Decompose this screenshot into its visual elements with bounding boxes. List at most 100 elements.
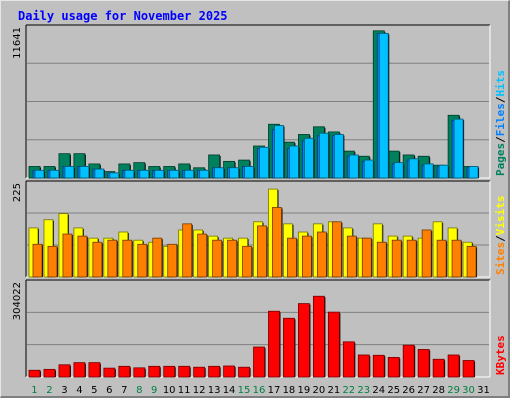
- bar-kbytes-day-22: [342, 341, 355, 378]
- bar-hits-day-3: [64, 166, 75, 179]
- x-tick-label: 23: [357, 385, 370, 396]
- x-tick-label: 29: [447, 385, 460, 396]
- bar-sites-day-1: [32, 243, 43, 278]
- bar-kbytes-day-27: [417, 349, 430, 378]
- bar-sites-day-30: [466, 245, 477, 278]
- bar-sites-day-13: [212, 239, 223, 278]
- bar-kbytes-day-3: [58, 364, 71, 378]
- bar-hits-day-23: [363, 159, 374, 179]
- bar-hits-day-13: [214, 167, 225, 179]
- x-tick-label: 19: [298, 385, 311, 396]
- bar-kbytes-day-1: [28, 369, 41, 378]
- x-tick-label: 18: [283, 385, 296, 396]
- bar-kbytes-day-4: [73, 362, 86, 378]
- bar-sites-day-21: [331, 221, 342, 278]
- x-tick-label: 10: [163, 385, 176, 396]
- series-legend: KBytes: [494, 335, 507, 375]
- legend-kbytes: KBytes: [494, 335, 507, 375]
- bar-sites-day-29: [451, 239, 462, 278]
- bar-sites-day-25: [391, 239, 402, 278]
- x-tick-label: 1: [31, 385, 37, 396]
- bar-kbytes-day-25: [387, 357, 400, 378]
- bar-hits-day-28: [438, 164, 449, 179]
- legend-sites: Sites: [494, 242, 507, 275]
- bar-sites-day-22: [346, 235, 357, 278]
- bar-kbytes-day-19: [298, 303, 310, 378]
- bar-sites-day-28: [436, 239, 447, 278]
- x-tick-label: 15: [238, 385, 251, 396]
- bar-hits-day-29: [453, 118, 464, 179]
- bar-hits-day-6: [109, 172, 120, 179]
- x-tick-label: 20: [313, 385, 326, 396]
- bar-sites-day-26: [406, 239, 417, 278]
- x-tick-label: 31: [477, 385, 490, 396]
- bar-hits-day-20: [318, 132, 329, 179]
- bar-hits-day-30: [468, 166, 479, 179]
- x-tick-label: 13: [208, 385, 221, 396]
- x-tick-label: 9: [151, 385, 157, 396]
- series-legend: Sites/Visits: [494, 196, 507, 276]
- legend-hits: Hits: [494, 70, 507, 97]
- bar-kbytes-day-13: [208, 365, 221, 378]
- bar-hits-day-2: [49, 169, 60, 179]
- bar-hits-day-5: [94, 168, 105, 179]
- bar-kbytes-day-9: [148, 365, 161, 378]
- x-tick-label: 17: [268, 385, 281, 396]
- legend-separator: /: [494, 235, 507, 242]
- bar-sites-day-7: [122, 239, 133, 278]
- bar-hits-day-11: [184, 169, 195, 179]
- bar-sites-day-20: [316, 231, 327, 278]
- bar-sites-day-9: [152, 237, 163, 278]
- bar-kbytes-day-12: [193, 366, 206, 378]
- bar-sites-day-8: [137, 243, 148, 278]
- x-tick-label: 2: [46, 385, 52, 396]
- x-tick-label: 27: [417, 385, 430, 396]
- bar-kbytes-day-2: [43, 368, 56, 378]
- bar-hits-day-4: [79, 166, 90, 179]
- bar-sites-day-3: [62, 233, 73, 278]
- x-tick-label: 26: [402, 385, 415, 396]
- bar-sites-day-17: [272, 207, 282, 278]
- bar-kbytes-day-17: [268, 310, 280, 378]
- bar-kbytes-day-5: [88, 362, 101, 378]
- bar-hits-day-9: [154, 169, 165, 179]
- legend-files: Files: [494, 103, 507, 136]
- bar-hits-day-25: [393, 162, 404, 179]
- bar-hits-day-18: [289, 145, 299, 179]
- x-tick-label: 30: [462, 385, 475, 396]
- legend-visits: Visits: [494, 196, 507, 236]
- bar-sites-day-19: [302, 235, 312, 278]
- bar-kbytes-day-29: [447, 354, 460, 378]
- bar-sites-day-16: [257, 225, 267, 278]
- bar-kbytes-day-20: [312, 295, 325, 378]
- bar-kbytes-day-8: [133, 367, 146, 378]
- bar-sites-day-2: [47, 245, 58, 278]
- x-tick-label: 4: [76, 385, 82, 396]
- bar-sites-day-12: [197, 233, 208, 278]
- y-max-label: 11641: [12, 27, 23, 59]
- bar-kbytes-day-26: [402, 344, 415, 378]
- x-tick-label: 7: [121, 385, 127, 396]
- bar-hits-day-1: [34, 169, 45, 179]
- bar-hits-day-8: [139, 169, 150, 179]
- bar-sites-day-5: [92, 241, 103, 278]
- bar-hits-day-10: [169, 169, 180, 179]
- bar-kbytes-day-28: [432, 358, 445, 378]
- bar-kbytes-day-18: [283, 317, 295, 378]
- y-max-label: 225: [12, 183, 23, 202]
- bar-sites-day-15: [242, 245, 252, 278]
- bar-kbytes-day-11: [178, 365, 191, 378]
- bar-kbytes-day-23: [357, 354, 370, 378]
- bar-sites-day-6: [107, 239, 118, 278]
- y-max-label: 304022: [12, 282, 23, 320]
- x-tick-label: 11: [178, 385, 191, 396]
- bar-kbytes-day-6: [103, 367, 116, 378]
- bar-kbytes-day-15: [238, 366, 250, 378]
- bar-hits-day-16: [259, 146, 269, 179]
- x-tick-label: 12: [193, 385, 206, 396]
- chart-title: Daily usage for November 2025: [18, 9, 228, 23]
- bar-kbytes-day-7: [118, 365, 131, 378]
- x-tick-label: 21: [327, 385, 340, 396]
- bar-hits-day-27: [423, 163, 434, 179]
- x-tick-label: 3: [61, 385, 67, 396]
